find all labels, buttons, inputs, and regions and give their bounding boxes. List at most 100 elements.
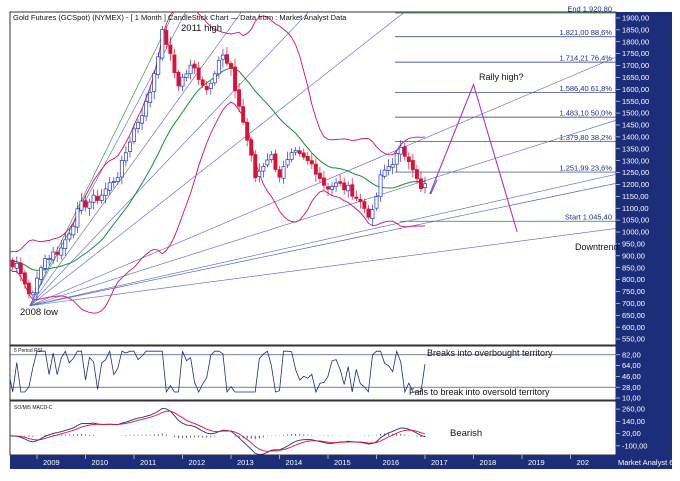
candle-body xyxy=(386,165,391,171)
candle-body xyxy=(79,200,84,211)
candle-body xyxy=(317,172,322,179)
candle-body xyxy=(103,188,108,196)
rsi-line xyxy=(10,349,426,394)
candle-body xyxy=(160,29,165,59)
candle-body xyxy=(144,100,149,117)
candle-body xyxy=(257,170,262,177)
candle-body xyxy=(10,259,15,268)
annotation-2008-low: 2008 low xyxy=(20,307,58,318)
price-tick-label: 1650,00 xyxy=(622,73,649,82)
year-tick-label: 202 xyxy=(577,458,590,467)
candle-body xyxy=(358,198,363,203)
fan-line xyxy=(29,12,406,306)
candle-body xyxy=(115,177,120,183)
fib-level-label: 1.483,10 50,0% xyxy=(559,109,612,118)
candle-body xyxy=(71,225,76,236)
price-tick-label: 1750,00 xyxy=(622,49,649,58)
candle-body xyxy=(196,67,201,80)
candle-body xyxy=(91,194,96,203)
candle-body xyxy=(10,258,11,261)
candle-body xyxy=(111,181,116,183)
candle-body xyxy=(370,209,375,220)
candle-body xyxy=(35,277,39,294)
fan-line xyxy=(29,12,242,306)
year-tick-label: 2014 xyxy=(286,458,303,467)
candle-body xyxy=(148,92,153,103)
price-tick-label: 1800,00 xyxy=(622,37,649,46)
candle-body xyxy=(289,152,294,160)
fan-line xyxy=(29,174,616,307)
candle-body xyxy=(366,208,371,218)
candle-body xyxy=(241,106,246,123)
fib-level-label: 1.821,00 88,6% xyxy=(559,28,612,37)
price-tick-label: 1100,00 xyxy=(622,204,649,213)
price-tick-label: 1200,00 xyxy=(622,180,649,189)
candle-body xyxy=(342,182,347,191)
candle-body xyxy=(184,73,189,78)
annotation-bearish: Bearish xyxy=(450,428,482,439)
rsi-label: 5 Period RSI xyxy=(14,348,42,354)
candle-body xyxy=(63,239,68,250)
price-tick-label: 1500,00 xyxy=(622,109,649,118)
candle-body xyxy=(128,141,132,152)
price-tick-label: 1150,00 xyxy=(622,192,649,201)
candle-body xyxy=(313,163,318,175)
candle-body xyxy=(273,153,278,170)
price-tick-label: 1450,00 xyxy=(622,121,649,130)
year-tick-label: 2017 xyxy=(431,458,448,467)
macd-panel xyxy=(9,400,617,456)
candle-body xyxy=(269,154,274,160)
candle-body xyxy=(119,159,124,178)
price-tick-label: 850,00 xyxy=(622,263,645,272)
fib-level-label: 1.251,99 23,6% xyxy=(559,164,612,173)
candle-body xyxy=(330,186,334,190)
candle-body xyxy=(326,186,330,190)
price-tick-label: 750,00 xyxy=(622,287,645,296)
candle-body xyxy=(229,63,233,69)
price-tick-label: 1600,00 xyxy=(622,85,649,94)
macd-tick-label: 140,00 xyxy=(622,417,645,426)
candle-body xyxy=(322,177,326,186)
candle-body xyxy=(406,156,411,162)
candle-body xyxy=(285,159,290,166)
macd-tick-label: 20,00 xyxy=(622,429,641,438)
candle-body xyxy=(301,152,306,158)
candle-body xyxy=(237,89,242,107)
candle-body xyxy=(47,258,52,260)
candle-body xyxy=(261,165,266,172)
price-tick-label: 1550,00 xyxy=(622,97,649,106)
price-tick-label: 1050,00 xyxy=(622,216,649,225)
candle-body xyxy=(265,159,270,166)
candle-body xyxy=(188,64,193,75)
candle-body xyxy=(67,233,72,240)
candle-body xyxy=(123,152,128,162)
candle-body xyxy=(26,282,31,295)
candle-body xyxy=(14,262,19,269)
annotation-2011-high: 2011 high xyxy=(181,23,222,34)
price-tick-label: 1900,00 xyxy=(622,14,649,23)
price-tick-label: 700,00 xyxy=(622,299,645,308)
candle-body xyxy=(390,164,395,168)
annotation-downtrend: Downtrend xyxy=(575,242,619,252)
price-tick-label: 1700,00 xyxy=(622,61,649,70)
price-tick-label: 1850,00 xyxy=(622,25,649,34)
candle-body xyxy=(59,247,64,256)
candle-body xyxy=(87,201,92,209)
candle-body xyxy=(410,160,415,171)
price-tick-label: 950,00 xyxy=(622,240,645,249)
macd-label: SO/M/5 MACD-C xyxy=(14,405,53,411)
rsi-tick-label: 28,00 xyxy=(622,383,641,392)
candle-body xyxy=(394,152,399,165)
price-tick-label: 550,00 xyxy=(622,335,645,344)
candle-body xyxy=(51,251,56,261)
price-tick-label: 650,00 xyxy=(622,311,645,320)
candle-body xyxy=(95,195,100,201)
candle-body xyxy=(419,178,423,189)
price-tick-label: 1350,00 xyxy=(622,144,649,153)
rsi-tick-label: 46,00 xyxy=(622,372,641,381)
price-tick-label: 900,00 xyxy=(622,251,645,260)
candle-body xyxy=(225,54,229,64)
fan-line xyxy=(29,12,310,306)
